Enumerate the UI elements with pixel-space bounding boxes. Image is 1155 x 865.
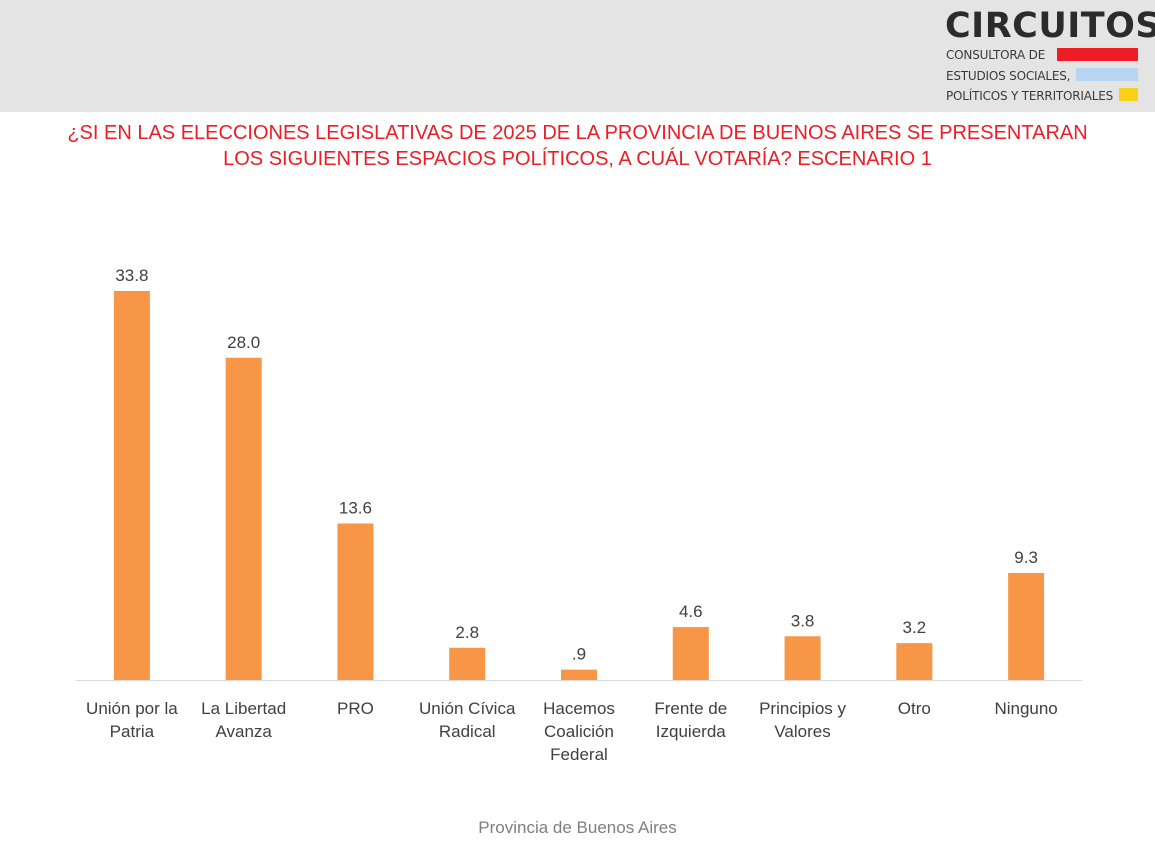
value-label-8: 9.3 [1014,548,1038,567]
category-label-2: PRO [337,699,374,718]
circuitos-logo: CIRCUITOS CONSULTORA DE ESTUDIOS SOCIALE… [945,6,1155,106]
logo-wordmark: CIRCUITOS [945,6,1155,46]
bar-2 [337,523,374,680]
category-label-4: Hacemos Coalición Federal [543,699,615,764]
logo-line-3: POLÍTICOS Y TERRITORIALES [946,89,1114,103]
bar-7 [896,643,933,680]
bar-6 [784,636,821,680]
value-label-2: 13.6 [339,498,372,517]
chart-title: ¿SI EN LAS ELECCIONES LEGISLATIVAS DE 20… [67,122,1088,170]
value-label-0: 33.8 [115,266,148,285]
footer-caption: Provincia de Buenos Aires [478,818,677,837]
logo-stripe-yellow [1119,88,1138,101]
category-label-3: Unión Cívica Radical [419,699,516,741]
bar-5 [672,627,709,680]
category-label-6: Principios y Valores [759,699,846,741]
bar-3 [449,647,486,680]
category-label-5: Frente de Izquierda [654,699,727,741]
logo-line-2: ESTUDIOS SOCIALES, [946,69,1071,83]
logo-stripe-blue [1076,68,1138,81]
value-label-4: .9 [572,645,586,664]
header-band: CIRCUITOS CONSULTORA DE ESTUDIOS SOCIALE… [0,0,1155,112]
bar-0 [113,291,150,680]
logo-stripe-red [1057,48,1138,61]
value-label-7: 3.2 [903,618,927,637]
category-label-1: La Libertad Avanza [201,699,286,741]
bar-4 [561,669,597,680]
value-label-1: 28.0 [227,333,260,352]
bar-1 [225,357,262,680]
value-label-3: 2.8 [455,623,479,642]
bar-8 [1008,572,1045,680]
value-label-5: 4.6 [679,602,703,621]
value-label-6: 3.8 [791,611,815,630]
category-label-0: Unión por la Patria [86,699,178,741]
category-label-7: Otro [898,699,931,718]
category-label-8: Ninguno [994,699,1057,718]
logo-line-1: CONSULTORA DE [946,48,1046,62]
